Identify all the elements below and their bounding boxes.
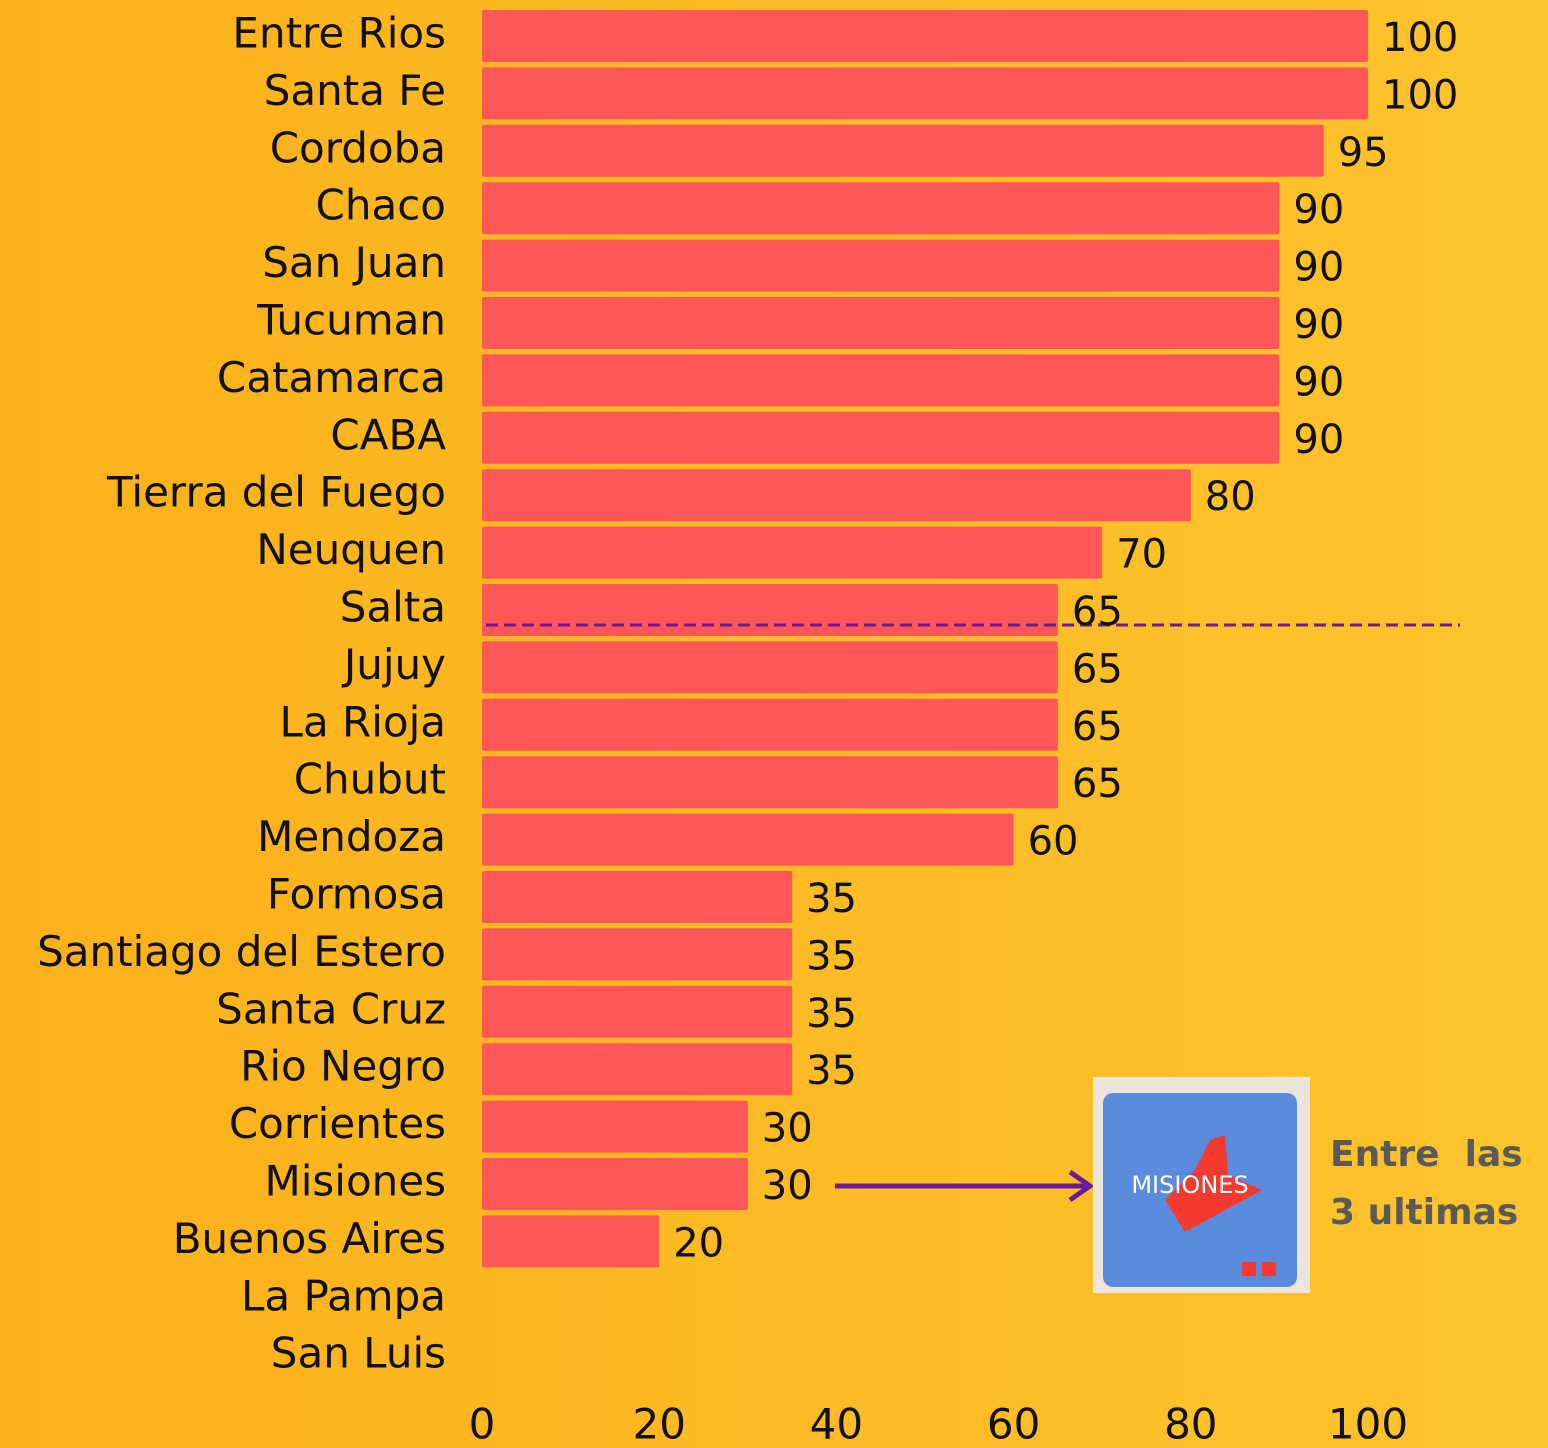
value-label: 80 (1205, 474, 1256, 520)
y-tick-label: Salta (340, 583, 446, 632)
bar (482, 297, 1280, 349)
y-tick-label: Santa Fe (264, 66, 446, 115)
y-tick-label: San Luis (271, 1329, 446, 1378)
y-tick-label: Buenos Aires (173, 1214, 446, 1263)
bar (482, 469, 1191, 522)
bar (482, 1215, 660, 1268)
bar (482, 698, 1058, 751)
x-tick-label: 100 (1328, 1400, 1408, 1448)
y-tick-label: San Juan (262, 238, 446, 287)
bar (482, 182, 1280, 235)
value-label: 90 (1293, 417, 1344, 463)
value-label: 65 (1072, 589, 1123, 635)
bar (482, 871, 793, 923)
y-tick-label: Santa Cruz (216, 984, 446, 1033)
value-label: 90 (1293, 359, 1344, 405)
value-label: 60 (1028, 819, 1079, 865)
bar (482, 641, 1058, 694)
y-tick-label: Rio Negro (240, 1042, 446, 1091)
y-tick-label: Neuquen (256, 525, 446, 574)
annotation: 3 ultimas (1330, 1192, 1518, 1233)
y-tick-label: Misiones (265, 1157, 447, 1206)
y-tick-label: Catamarca (217, 353, 446, 402)
value-label: 100 (1382, 72, 1458, 118)
bar (482, 124, 1324, 177)
value-label: 35 (806, 933, 857, 979)
annotation: Entre las (1330, 1134, 1523, 1175)
logo-map (1165, 1135, 1262, 1232)
bars (482, 10, 1368, 1268)
value-label: 90 (1293, 187, 1344, 233)
value-label: 35 (806, 876, 857, 922)
x-tick-label: 40 (810, 1400, 863, 1448)
y-tick-label: Corrientes (229, 1099, 446, 1148)
bar (482, 584, 1058, 636)
value-label: 20 (673, 1220, 724, 1266)
value-label: 35 (806, 991, 857, 1037)
value-label: 30 (762, 1163, 813, 1209)
value-label: 100 (1382, 15, 1458, 61)
y-tick-label: La Rioja (280, 697, 446, 746)
bar (482, 67, 1368, 120)
arrow-head (1068, 1169, 1095, 1203)
bar (482, 354, 1280, 407)
y-tick-label: Mendoza (257, 812, 446, 861)
bar (482, 1100, 748, 1153)
value-label: 70 (1116, 532, 1167, 578)
value-label: 65 (1072, 761, 1123, 807)
y-tick-label: Entre Rios (232, 9, 446, 58)
x-tick-label: 20 (632, 1400, 685, 1448)
y-tick-label: Jujuy (341, 640, 446, 689)
y-tick-label: Cordoba (270, 123, 446, 172)
value-label: 90 (1293, 302, 1344, 348)
logo-icon (1242, 1262, 1256, 1276)
bar (482, 1043, 793, 1096)
bar (482, 411, 1280, 464)
value-label: 95 (1338, 130, 1389, 176)
x-tick-label: 60 (987, 1400, 1040, 1448)
bar (482, 813, 1014, 866)
bar (482, 526, 1103, 579)
value-label: 35 (806, 1048, 857, 1094)
logo-text: MISIONES (1131, 1171, 1248, 1199)
y-tick-label: CABA (330, 410, 446, 459)
bar (482, 985, 793, 1038)
y-tick-label: Chubut (294, 755, 446, 804)
y-tick-label: Tierra del Fuego (106, 468, 446, 517)
y-tick-label: Tucuman (256, 296, 446, 345)
value-label: 65 (1072, 646, 1123, 692)
x-tick-label: 0 (469, 1400, 496, 1448)
y-tick-label: La Pampa (241, 1271, 446, 1320)
y-tick-label: Santiago del Estero (37, 927, 446, 976)
bar (482, 756, 1058, 809)
bar (482, 928, 793, 981)
y-tick-label: Formosa (267, 870, 446, 919)
value-label: 30 (762, 1106, 813, 1152)
bar (482, 239, 1280, 292)
logo-icon (1262, 1262, 1276, 1276)
x-tick-label: 80 (1164, 1400, 1217, 1448)
value-label: 90 (1293, 245, 1344, 291)
bar (482, 10, 1368, 62)
value-label: 65 (1072, 704, 1123, 750)
y-tick-label: Chaco (316, 181, 446, 230)
bar (482, 1158, 748, 1210)
